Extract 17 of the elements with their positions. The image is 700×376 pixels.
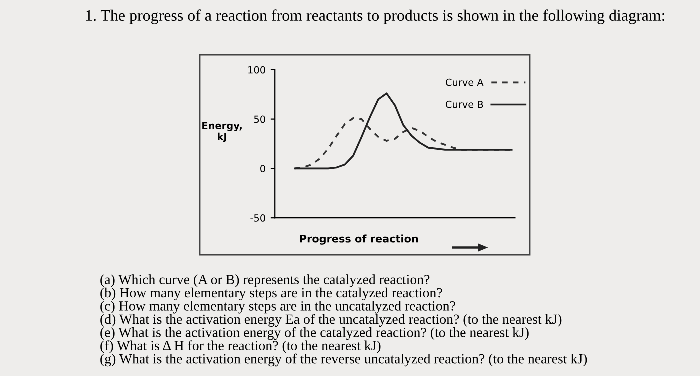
- text: (e) What is the activation energy of the catalyzed reaction? (to the nearest kJ): [100, 327, 529, 340]
- y-axis-title: Energy, kJ: [202, 122, 242, 142]
- line-series: [294, 92, 513, 170]
- y-tick-label: 0: [260, 165, 266, 173]
- text: (a) Which curve (A or B) represents the catalyzed reaction?: [100, 274, 430, 288]
- text: (b) How many elementary steps are in the catalyzed reaction?: [100, 288, 442, 301]
- text: (g) What is the activation energy of the reverse uncatalyzed reaction? (to the nearest kJ): [100, 354, 588, 367]
- legend-label: Curve B: [446, 100, 484, 108]
- text: (c) How many elementary steps are in the uncatalyzed reaction?: [100, 301, 456, 314]
- x-axis-title: Progress of reaction: [300, 234, 418, 245]
- y-tick-label: 50: [254, 116, 266, 124]
- y-tick-label: 100: [248, 66, 266, 74]
- text: (d) What is the activation energy Ea of the uncatalyzed reaction? (to the nearest kJ): [100, 314, 562, 327]
- text: (f) What is Δ H for the reaction? (to the nearest kJ): [100, 340, 381, 354]
- legend-label: Curve A: [446, 78, 484, 86]
- y-tick-label: -50: [250, 214, 266, 222]
- chart-title: 1. The progress of a reaction from reactants to products is shown in the following diagram:: [86, 10, 664, 24]
